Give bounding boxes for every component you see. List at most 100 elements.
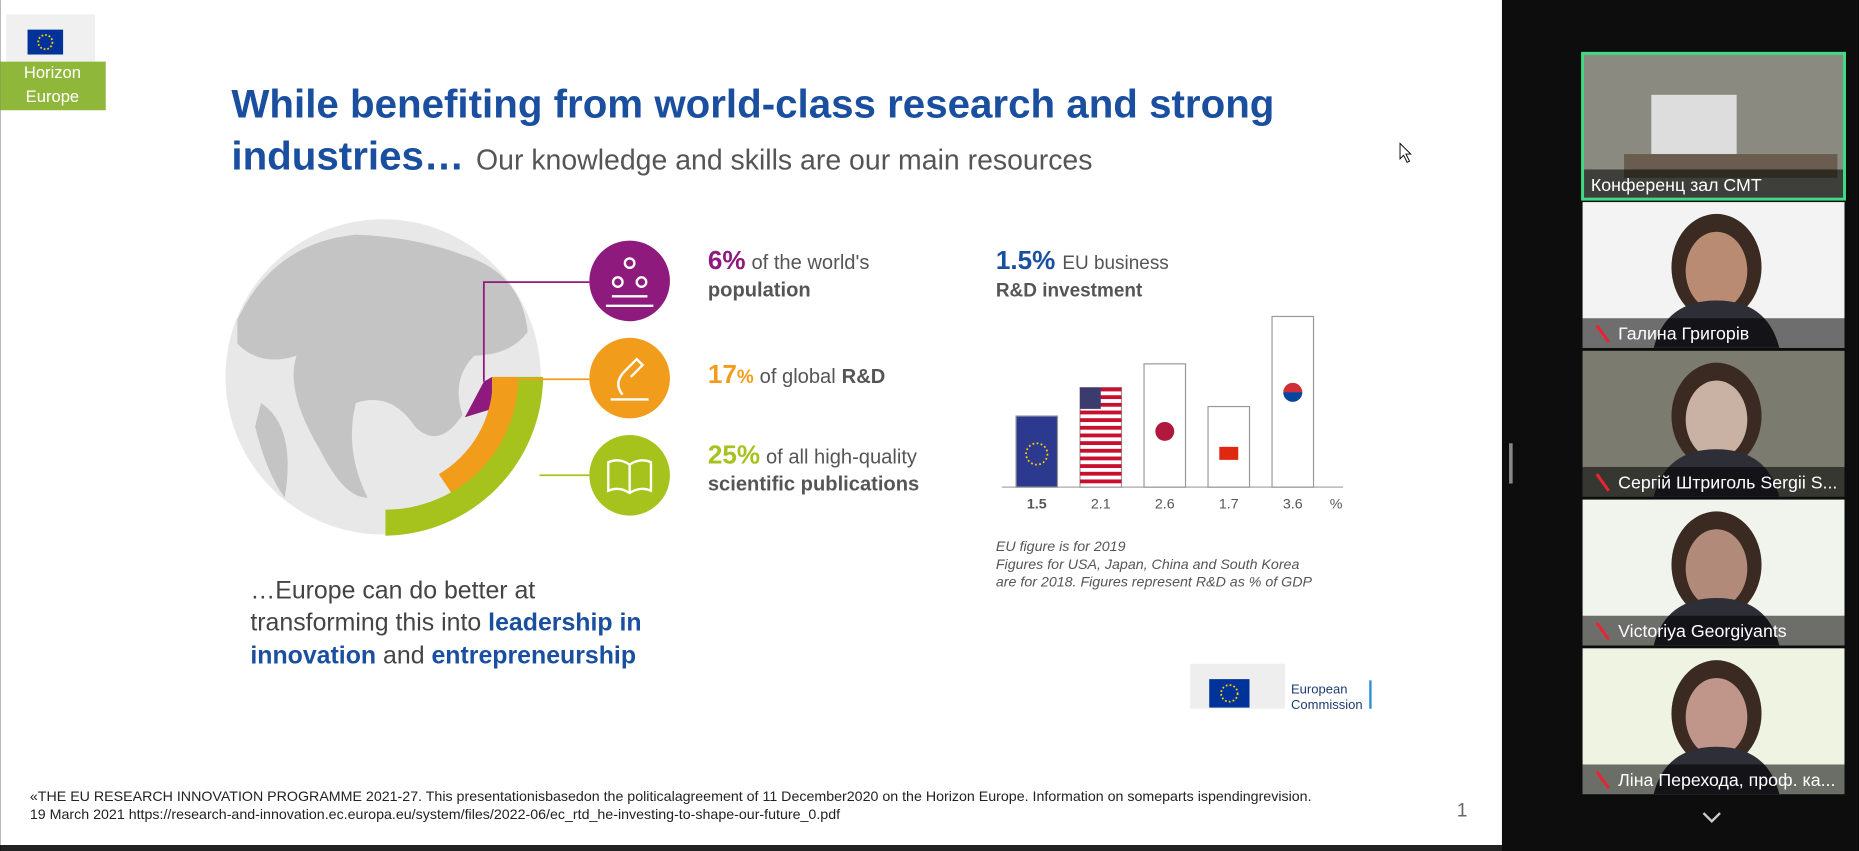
mic-muted xyxy=(1595,770,1610,790)
unit-label: % xyxy=(1330,496,1343,512)
text: innovation xyxy=(250,642,376,670)
stat-line: 17% of global R&D xyxy=(708,359,885,389)
cursor xyxy=(1399,142,1412,164)
conclusion-line: …Europe can do better at xyxy=(250,577,535,605)
footer-text: «THE EU RESEARCH INNOVATION PROGRAMME 20… xyxy=(30,789,1312,805)
person-face xyxy=(1685,231,1748,310)
participant-name: Конференц зал СМТ xyxy=(1591,175,1762,195)
name-bg xyxy=(1582,169,1845,200)
text: transforming this into xyxy=(250,609,481,637)
flag-stars xyxy=(1025,442,1049,466)
flag-stripe xyxy=(1080,479,1122,484)
screen-in-room xyxy=(1651,94,1737,155)
page-number: 1 xyxy=(1457,801,1468,822)
person-face xyxy=(1685,380,1748,459)
person-face xyxy=(1685,677,1748,757)
slide-title: industries… Our knowledge and skills are … xyxy=(231,133,1092,178)
conclusion: …Europe can do better at transforming th… xyxy=(250,577,641,670)
stat-value: 17 xyxy=(708,359,737,389)
conclusion-line: transforming this into leadership in xyxy=(250,609,641,637)
flag-stripe xyxy=(1080,410,1122,415)
note: are for 2018. Figures represent R&D as %… xyxy=(996,575,1313,591)
icon-research xyxy=(589,337,670,419)
flag-stripe xyxy=(1080,441,1122,446)
icon-glyphs xyxy=(605,257,654,495)
bar-chart: 1.5 2.1 2.6 1.7 3.6% xyxy=(1001,315,1344,512)
flag-stripe xyxy=(1080,456,1122,461)
stat-bold: population xyxy=(708,279,811,301)
bar-label: 2.6 xyxy=(1155,496,1175,512)
flag-stripe xyxy=(1080,471,1122,476)
bar xyxy=(1271,315,1315,488)
title-rest: Our knowledge and skills are our main re… xyxy=(476,144,1092,176)
flag-stripe xyxy=(1080,448,1122,453)
text: entrepreneurship xyxy=(431,642,636,670)
commission-text: European xyxy=(1291,681,1347,696)
active-speaker xyxy=(1581,51,1846,201)
video-tile[interactable]: Ліна Перехода, проф. ка... xyxy=(1582,648,1845,795)
name-bg xyxy=(1582,764,1845,795)
stat-text: of global xyxy=(760,366,836,388)
flag-canton xyxy=(1080,387,1101,409)
participant-name: Victoriya Georgiyants xyxy=(1618,621,1787,641)
note: Figures for USA, Japan, China and South … xyxy=(996,557,1300,573)
name-bg xyxy=(1582,318,1845,348)
stat-bold: R&D xyxy=(842,366,886,388)
stat-unit: % xyxy=(737,367,754,388)
bar-label: 1.7 xyxy=(1219,496,1239,512)
globe xyxy=(225,219,590,536)
stat-line: 25% of all high-quality xyxy=(708,439,918,469)
stat-value: 6% xyxy=(708,245,746,275)
text: leadership in xyxy=(488,609,641,637)
name-bg xyxy=(1582,615,1845,646)
video-tile[interactable]: Victoriya Georgiyants xyxy=(1582,499,1845,646)
chart-notes: EU figure is for 2019 Figures for USA, Ja… xyxy=(996,539,1313,591)
chart-title-value: 1.5% xyxy=(996,245,1055,275)
flag-korea-blue xyxy=(1283,392,1303,402)
participant-name: Галина Григорів xyxy=(1618,324,1749,344)
commission-logo: European Commission xyxy=(1190,663,1372,712)
bar-label: 2.1 xyxy=(1091,496,1111,512)
flag-china xyxy=(1219,446,1239,460)
bar-label: 3.6 xyxy=(1283,496,1303,512)
logo-text: Europe xyxy=(26,87,79,106)
mic-muted xyxy=(1595,324,1610,343)
slide-title: While benefiting from world-class resear… xyxy=(231,81,1274,126)
chart-title-text: EU business xyxy=(1062,253,1168,274)
footer-text: 19 March 2021 https://research-and-innov… xyxy=(30,807,840,823)
video-tile[interactable]: Галина Григорів xyxy=(1582,202,1845,348)
flag-stripe xyxy=(1080,418,1122,423)
title-bold: industries… xyxy=(231,133,464,178)
flag-stripe xyxy=(1080,464,1122,468)
person-face xyxy=(1685,529,1748,608)
video-tile[interactable]: Сергій Штриголь Sergii S... xyxy=(1582,350,1845,497)
note: EU figure is for 2019 xyxy=(996,539,1126,555)
bar xyxy=(1015,415,1059,488)
stat-bold: scientific publications xyxy=(708,474,919,496)
mic-muted xyxy=(1595,621,1610,641)
commission-text: Commission xyxy=(1291,697,1363,712)
name-bg xyxy=(1582,466,1845,497)
participant-name: Ліна Перехода, проф. ка... xyxy=(1618,770,1835,790)
horizon-logo: Horizon Europe xyxy=(0,14,106,111)
chart-title: 1.5% EU business xyxy=(996,245,1169,275)
chart-title-bold: R&D investment xyxy=(996,280,1143,301)
stat-line: 6% of the world's xyxy=(708,245,870,275)
stat-text: of all high-quality xyxy=(766,446,918,468)
scroll-down[interactable] xyxy=(1702,812,1721,824)
bottom-bar xyxy=(0,845,1502,851)
flag-sun xyxy=(1155,421,1175,441)
video-tile[interactable]: Конференц зал СМТ xyxy=(1581,51,1846,201)
logo-text: Horizon xyxy=(24,63,81,82)
flag-stripe xyxy=(1080,425,1122,430)
stat-text: of the world's xyxy=(751,252,869,274)
participant-name: Сергій Штриголь Sergii S... xyxy=(1618,472,1837,492)
panel-divider[interactable] xyxy=(1509,443,1513,484)
mic-muted xyxy=(1595,473,1610,492)
conclusion-line: innovation and entrepreneurship xyxy=(250,642,636,670)
icon-population xyxy=(589,240,670,322)
video-tiles: Конференц зал СМТ Галина Григорів Сергій Ш… xyxy=(1581,51,1846,795)
stat-value: 25% xyxy=(708,439,760,469)
